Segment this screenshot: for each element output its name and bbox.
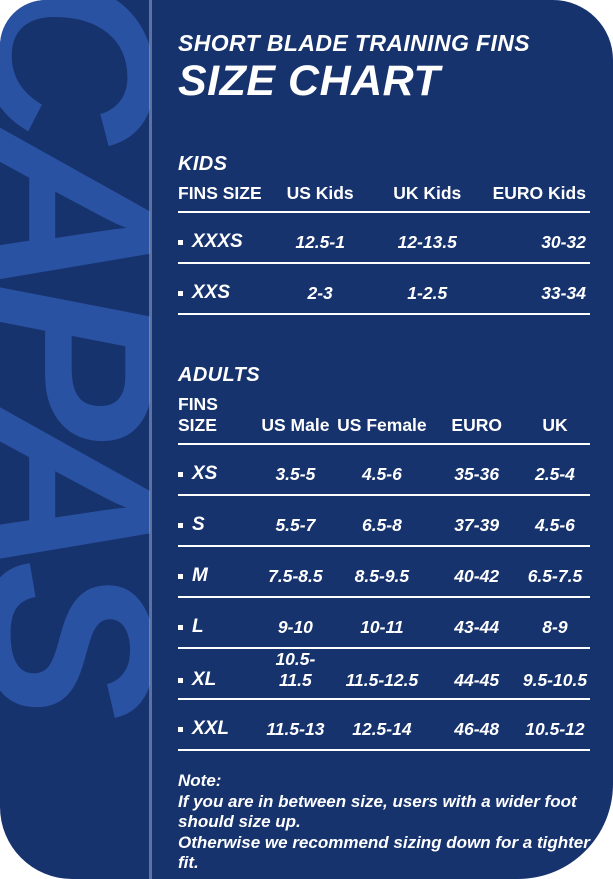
uk-value: 2.5-4 xyxy=(535,464,575,484)
title-block: SHORT BLADE TRAINING FINS SIZE CHART xyxy=(178,30,598,106)
table-row-xs: XS 3.5-5 4.5-6 35-36 2.5-4 xyxy=(178,445,590,496)
us-female-value: 10-11 xyxy=(360,617,404,637)
euro-value: 44-45 xyxy=(454,670,500,690)
kids-table-header: FINS SIZE US Kids UK Kids EURO Kids xyxy=(178,183,590,213)
kids-col-fins-size: FINS SIZE xyxy=(178,183,262,203)
uk-kids-value: 12-13.5 xyxy=(397,232,457,252)
uk-value: 8-9 xyxy=(542,617,568,637)
brand-watermark-text: CAPAS xyxy=(0,0,150,703)
fin-size-label: M xyxy=(192,565,208,586)
adults-section: ADULTS FINS SIZE US Male US Female EURO … xyxy=(178,364,590,751)
adults-section-label: ADULTS xyxy=(178,364,261,386)
adults-table-header: FINS SIZE US Male US Female EURO UK xyxy=(178,394,590,445)
us-male-value: 9-10 xyxy=(277,617,313,637)
kids-col-euro-kids: EURO Kids xyxy=(492,183,586,203)
adults-col-uk: UK xyxy=(542,415,568,435)
square-bullet-icon xyxy=(178,471,183,477)
us-female-value: 11.5-12.5 xyxy=(345,670,419,690)
us-male-value: 5.5-7 xyxy=(275,515,316,535)
square-bullet-icon xyxy=(178,573,183,579)
square-bullet-icon xyxy=(178,290,183,296)
us-female-value: 4.5-6 xyxy=(361,464,402,484)
euro-kids-value: 33-34 xyxy=(541,283,586,303)
uk-value: 9.5-10.5 xyxy=(522,670,588,690)
us-female-value: 6.5-8 xyxy=(361,515,402,535)
fin-size-label: XS xyxy=(192,463,218,484)
us-kids-value: 2-3 xyxy=(307,283,333,303)
note-section: Note: If you are in between size, users … xyxy=(178,771,604,874)
uk-kids-value: 1-2.5 xyxy=(407,283,448,303)
us-male-value: 11.5-13 xyxy=(266,719,325,739)
table-row-xxl: XXL 11.5-13 12.5-14 46-48 10.5-12 xyxy=(178,700,590,751)
fin-size-label: S xyxy=(192,514,205,535)
adults-col-fins-size: FINS SIZE xyxy=(178,394,218,435)
uk-value: 4.5-6 xyxy=(535,515,575,535)
table-row-l: L 9-10 10-11 43-44 8-9 xyxy=(178,598,590,649)
kids-col-us-kids: US Kids xyxy=(286,183,354,203)
us-female-value: 8.5-9.5 xyxy=(354,566,410,586)
euro-kids-value: 30-32 xyxy=(541,232,586,252)
us-female-value: 12.5-14 xyxy=(352,719,412,739)
square-bullet-icon xyxy=(178,677,183,683)
euro-value: 43-44 xyxy=(454,617,500,637)
adults-col-euro: EURO xyxy=(451,415,502,435)
square-bullet-icon xyxy=(178,624,183,630)
fin-size-cell: XL xyxy=(178,669,260,691)
fin-size-label: XXXS xyxy=(192,231,243,252)
fin-size-label: XXS xyxy=(192,282,231,303)
fin-size-cell: S xyxy=(178,514,260,536)
uk-value: 10.5-12 xyxy=(525,719,585,739)
fin-size-label: XXL xyxy=(192,718,229,739)
note-line: If you are in between size, users with a… xyxy=(178,791,577,811)
adults-col-us-male: US Male xyxy=(261,415,330,435)
square-bullet-icon xyxy=(178,726,183,732)
fin-size-label: XL xyxy=(192,669,217,690)
fin-size-cell: XS xyxy=(178,463,260,485)
note-line: Otherwise we recommend sizing down for a… xyxy=(178,832,590,873)
fin-size-label: L xyxy=(192,616,204,637)
watermark-seam-divider xyxy=(149,0,152,879)
fin-size-cell: M xyxy=(178,565,260,587)
table-row-m: M 7.5-8.5 8.5-9.5 40-42 6.5-7.5 xyxy=(178,547,590,598)
table-row-s: S 5.5-7 6.5-8 37-39 4.5-6 xyxy=(178,496,590,547)
table-row-xl: XL 10.5-11.5 11.5-12.5 44-45 9.5-10.5 xyxy=(178,649,590,700)
kids-section: KIDS FINS SIZE US Kids UK Kids EURO Kids… xyxy=(178,153,590,315)
euro-value: 40-42 xyxy=(454,566,500,586)
page-title: SIZE CHART xyxy=(178,57,441,106)
euro-value: 46-48 xyxy=(454,719,500,739)
fin-size-cell: XXXS xyxy=(178,231,269,253)
us-kids-value: 12.5-1 xyxy=(295,232,345,252)
us-male-value: 10.5-11.5 xyxy=(275,649,316,690)
fin-size-cell: L xyxy=(178,616,260,638)
euro-value: 37-39 xyxy=(454,515,500,535)
kids-col-uk-kids: UK Kids xyxy=(393,183,462,203)
note-label: Note: xyxy=(178,771,222,790)
kids-section-label: KIDS xyxy=(178,153,228,175)
adults-col-us-female: US Female xyxy=(337,415,427,435)
brand-watermark-band: CAPAS xyxy=(0,0,150,879)
fin-size-cell: XXS xyxy=(178,282,269,304)
square-bullet-icon xyxy=(178,522,183,528)
table-row-xxs: XXS 2-3 1-2.5 33-34 xyxy=(178,264,590,315)
square-bullet-icon xyxy=(178,239,183,245)
table-row-xxxs: XXXS 12.5-1 12-13.5 30-32 xyxy=(178,213,590,264)
us-male-value: 3.5-5 xyxy=(275,464,316,484)
euro-value: 35-36 xyxy=(454,464,500,484)
uk-value: 6.5-7.5 xyxy=(527,566,583,586)
product-name-heading: SHORT BLADE TRAINING FINS xyxy=(178,30,531,56)
us-male-value: 7.5-8.5 xyxy=(268,566,323,586)
fin-size-cell: XXL xyxy=(178,718,260,740)
note-line: should size up. xyxy=(178,812,301,831)
